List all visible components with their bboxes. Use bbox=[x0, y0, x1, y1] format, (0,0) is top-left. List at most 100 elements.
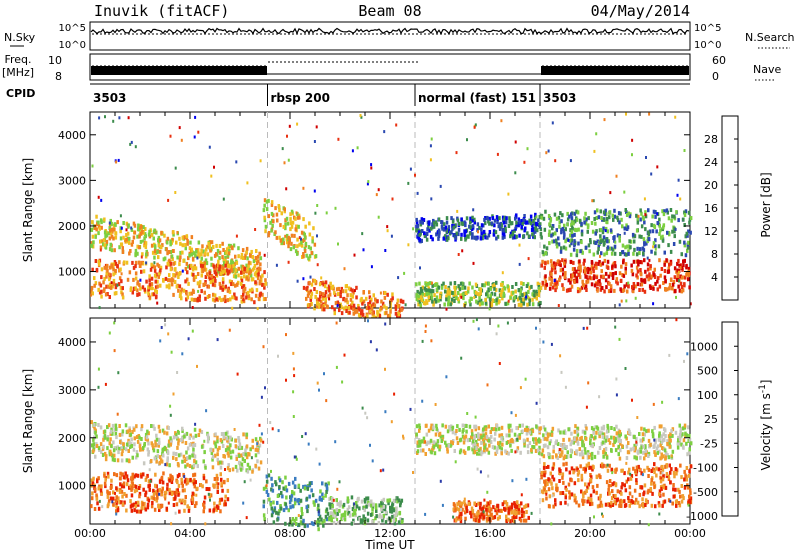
echo-cell bbox=[606, 259, 610, 264]
echo-cell bbox=[573, 267, 576, 272]
echo-cell bbox=[495, 423, 499, 428]
echo-cell bbox=[170, 438, 173, 443]
echo-cell bbox=[425, 237, 429, 242]
echo-cell bbox=[635, 213, 638, 218]
echo-cell bbox=[635, 228, 639, 233]
echo-cell bbox=[315, 297, 319, 302]
echo-cell bbox=[228, 269, 231, 274]
echo-cell bbox=[224, 448, 228, 453]
echo-cell bbox=[116, 458, 120, 463]
echo-cell bbox=[426, 440, 430, 445]
echo-cell bbox=[370, 307, 374, 312]
echo-cell bbox=[599, 228, 603, 232]
echo-cell bbox=[183, 434, 186, 439]
echo-cell bbox=[358, 315, 362, 320]
echo-cell bbox=[130, 140, 133, 144]
echo-cell bbox=[125, 458, 129, 463]
echo-cell bbox=[108, 441, 111, 446]
echo-cell bbox=[100, 449, 103, 454]
echo-cell bbox=[350, 305, 353, 310]
echo-cell bbox=[155, 433, 158, 438]
echo-cell bbox=[658, 433, 661, 438]
echo-cell bbox=[484, 435, 487, 440]
echo-cell bbox=[128, 270, 132, 275]
echo-cell bbox=[652, 286, 655, 291]
echo-cell bbox=[548, 455, 551, 460]
echo-cell bbox=[152, 448, 156, 453]
echo-cell bbox=[263, 253, 266, 257]
echo-cell bbox=[244, 448, 247, 453]
echo-cell bbox=[544, 274, 547, 279]
echo-cell bbox=[595, 475, 599, 480]
echo-cell bbox=[90, 243, 94, 248]
echo-cell bbox=[557, 242, 561, 247]
echo-cell bbox=[645, 429, 648, 434]
echo-cell bbox=[542, 454, 546, 459]
echo-cell bbox=[106, 471, 110, 476]
echo-cell bbox=[192, 290, 195, 294]
echo-cell bbox=[600, 462, 604, 467]
echo-cell bbox=[259, 438, 263, 443]
echo-cell bbox=[506, 301, 510, 306]
echo-cell bbox=[496, 516, 500, 521]
echo-cell bbox=[172, 230, 175, 235]
echo-cell bbox=[496, 446, 499, 451]
echo-cell bbox=[562, 245, 566, 250]
echo-cell bbox=[608, 463, 611, 468]
echo-cell bbox=[525, 291, 528, 296]
echo-cell bbox=[435, 282, 439, 287]
echo-cell bbox=[455, 429, 458, 433]
echo-cell bbox=[157, 243, 161, 248]
echo-cell bbox=[520, 501, 523, 506]
echo-cell bbox=[266, 493, 270, 497]
echo-cell bbox=[201, 244, 204, 249]
echo-cell bbox=[142, 472, 145, 477]
echo-cell bbox=[651, 229, 655, 234]
echo-cell bbox=[649, 266, 652, 271]
echo-cell bbox=[550, 280, 554, 285]
echo-cell bbox=[490, 221, 493, 226]
echo-cell bbox=[157, 443, 160, 448]
echo-cell bbox=[465, 505, 468, 510]
echo-cell bbox=[230, 282, 233, 286]
echo-cell bbox=[520, 219, 523, 223]
echo-cell bbox=[626, 225, 630, 230]
echo-cell bbox=[472, 208, 475, 212]
echo-cell bbox=[267, 198, 270, 203]
echo-cell bbox=[660, 486, 663, 491]
echo-cell bbox=[674, 115, 677, 119]
echo-cell bbox=[525, 425, 528, 430]
echo-cell bbox=[211, 297, 215, 302]
echo-cell bbox=[486, 216, 489, 221]
echo-cell bbox=[355, 501, 358, 505]
echo-cell bbox=[521, 222, 524, 227]
echo-cell bbox=[130, 227, 134, 232]
echo-cell bbox=[670, 467, 673, 472]
echo-cell bbox=[643, 468, 646, 473]
echo-cell bbox=[296, 279, 299, 283]
echo-cell bbox=[91, 491, 94, 496]
echo-cell bbox=[599, 500, 603, 505]
echo-cell bbox=[617, 444, 620, 449]
echo-cell bbox=[196, 298, 199, 303]
echo-cell bbox=[162, 471, 165, 476]
echo-cell bbox=[335, 287, 339, 292]
echo-cell bbox=[176, 462, 180, 466]
echo-cell bbox=[263, 203, 266, 208]
echo-cell bbox=[589, 473, 592, 477]
echo-cell bbox=[504, 301, 507, 306]
echo-cell bbox=[156, 301, 159, 305]
echo-cell bbox=[610, 496, 614, 500]
echo-cell bbox=[384, 249, 387, 252]
echo-cell bbox=[371, 311, 374, 316]
echo-cell bbox=[601, 238, 605, 243]
echo-cell bbox=[178, 472, 181, 477]
echo-cell bbox=[415, 434, 419, 439]
echo-cell bbox=[511, 439, 514, 444]
echo-cell bbox=[514, 295, 518, 300]
echo-cell bbox=[114, 423, 118, 428]
echo-cell bbox=[132, 502, 136, 507]
echo-cell bbox=[559, 268, 563, 273]
echo-cell bbox=[131, 455, 134, 460]
echo-cell bbox=[246, 469, 250, 474]
